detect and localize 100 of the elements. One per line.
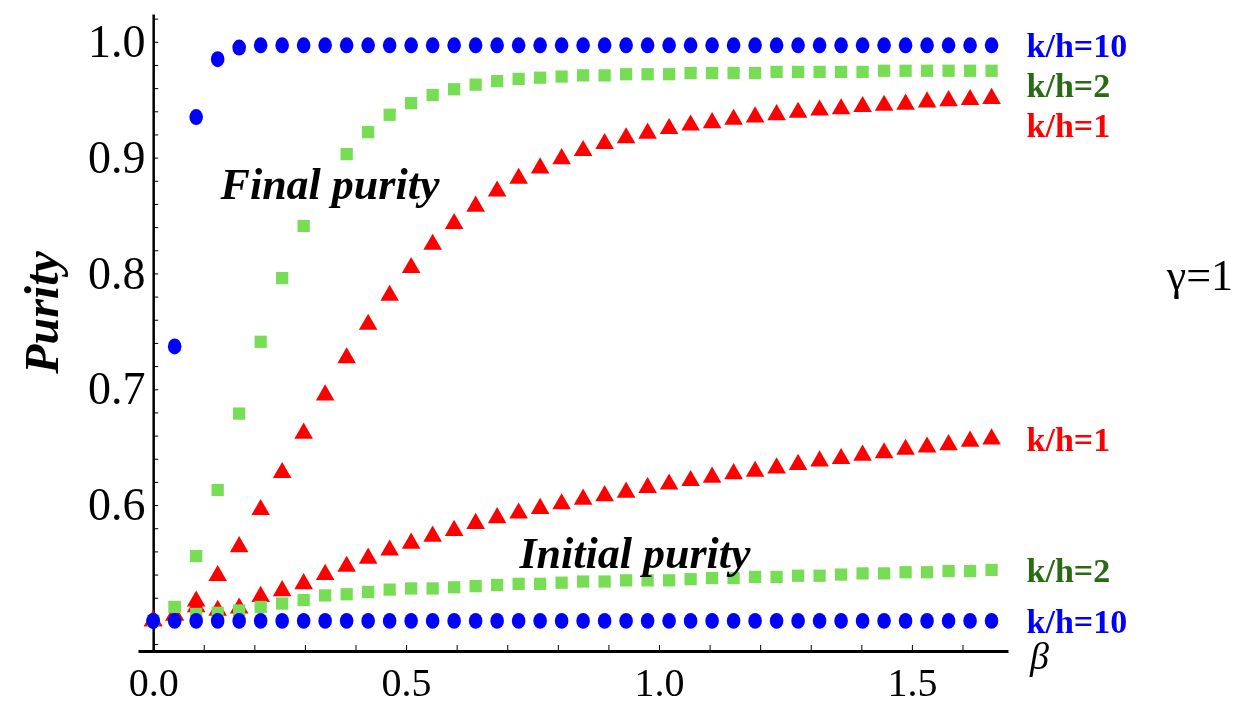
point [253,612,268,629]
point [447,612,461,629]
point [490,37,504,54]
point [984,37,999,54]
point [856,567,869,580]
point [425,612,440,629]
point [683,37,698,54]
point [448,581,461,594]
point [511,37,526,54]
point [318,37,332,54]
point [963,37,977,54]
point [597,612,612,629]
point [963,612,977,629]
point [404,612,418,629]
point [726,37,741,54]
point [383,108,396,121]
point [791,569,805,582]
point [791,612,805,629]
point [576,612,590,629]
point [877,612,891,629]
point [491,75,504,88]
point [490,612,504,629]
point [834,612,848,629]
point [898,37,913,54]
point [167,612,182,629]
point [640,37,655,54]
point [405,97,418,110]
point [941,37,956,54]
point [233,407,246,420]
point [619,37,633,54]
point [167,338,182,355]
point [276,271,289,285]
point [662,612,676,629]
y-tick-label: 0.9 [88,131,146,183]
point [898,612,913,629]
point [469,580,482,593]
point [684,66,697,80]
point [447,37,461,54]
point [254,600,267,614]
point [619,574,633,587]
point [899,566,912,579]
point [533,37,547,54]
point [382,37,397,54]
point [877,567,891,580]
point [210,612,225,629]
point [941,612,956,629]
point [468,37,483,54]
point [189,612,203,629]
x-tick-label: 1.5 [887,660,938,705]
point [748,37,762,54]
point [275,612,289,629]
point [963,564,977,578]
point [855,612,870,629]
x-tick-label: 1.0 [634,660,685,705]
point [211,483,224,497]
point [942,64,955,77]
point [984,612,999,629]
point [619,612,633,629]
point [834,568,848,581]
point [899,64,912,77]
point [554,612,569,629]
point [533,612,547,629]
point [576,37,590,54]
point [877,37,891,54]
point [813,569,826,582]
point [297,219,310,233]
text: γ=1 [1165,251,1234,301]
point [253,37,268,54]
point [641,68,654,81]
point [598,575,611,588]
series-label: k/h=2 [1026,67,1111,105]
point [361,37,375,54]
point [491,578,504,592]
point [597,37,612,54]
point [555,70,568,83]
annotation: Initial purity [518,529,751,579]
point [425,37,440,54]
point [791,37,805,54]
point [662,37,676,54]
point [877,64,891,77]
point [339,612,354,629]
point [748,66,762,80]
series-label: k/h=2 [1026,551,1111,589]
annotation: Final purity [219,160,440,210]
point [189,109,203,126]
point [576,575,590,588]
point [770,570,783,583]
point [511,612,526,629]
point [812,612,827,629]
point [985,64,998,77]
point [705,37,719,54]
point [534,71,547,84]
x-tick-label: 0.0 [128,660,179,705]
point [362,126,375,139]
point [920,64,934,77]
point [276,597,289,610]
point [340,588,353,601]
point [512,72,525,85]
point [383,583,396,596]
series-label: k/h=1 [1026,107,1111,145]
